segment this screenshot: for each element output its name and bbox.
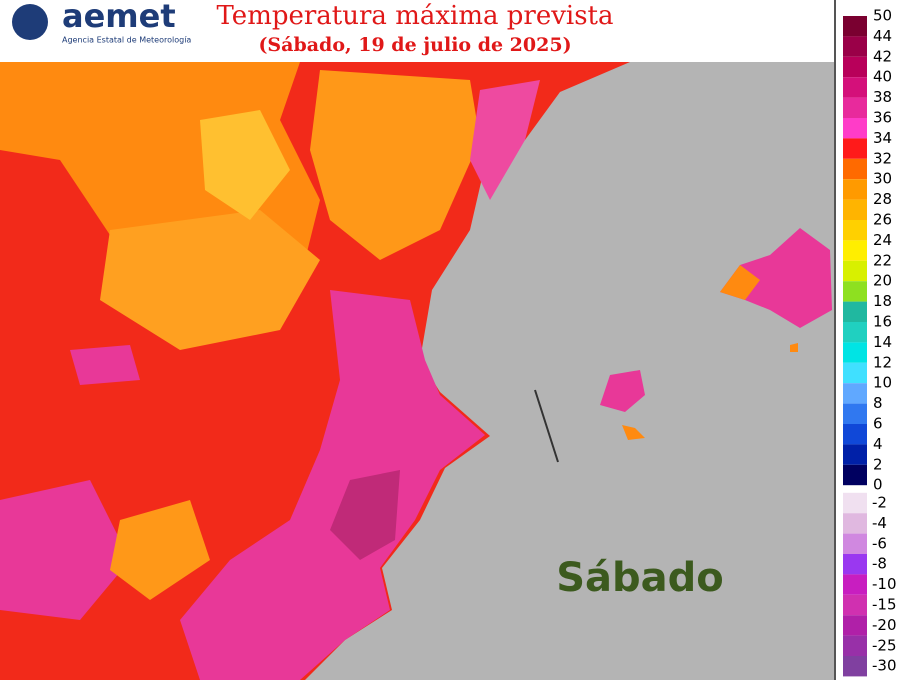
legend-label: 34 xyxy=(873,129,892,147)
legend-label: 40 xyxy=(873,68,892,86)
island xyxy=(790,343,798,352)
legend-label: 16 xyxy=(873,313,892,331)
island xyxy=(600,370,645,412)
legend-swatch xyxy=(843,138,867,159)
legend-label: -15 xyxy=(872,596,897,614)
logo-icon xyxy=(12,4,48,40)
legend: 5044424038363432302826242220181614121086… xyxy=(843,7,897,677)
legend-label: -4 xyxy=(872,514,887,532)
legend-label: 32 xyxy=(873,149,892,167)
very-hot-zone xyxy=(70,345,140,385)
legend-swatch xyxy=(843,56,867,78)
legend-swatch xyxy=(843,635,867,656)
legend-label: 44 xyxy=(873,27,892,45)
legend-label: 20 xyxy=(873,272,892,290)
legend-swatch xyxy=(843,118,867,139)
legend-swatch xyxy=(843,240,867,261)
hot-zone xyxy=(200,110,290,220)
legend-label: 28 xyxy=(873,190,892,208)
warm-zone xyxy=(100,210,320,350)
legend-label: 8 xyxy=(873,394,883,412)
legend-swatch xyxy=(843,77,867,98)
legend-label: 36 xyxy=(873,109,892,127)
legend-label: -10 xyxy=(872,575,897,593)
extreme-zone xyxy=(330,470,400,560)
legend-swatch xyxy=(843,179,867,200)
map: Sábado xyxy=(0,62,834,680)
legend-swatch xyxy=(843,492,867,514)
legend-swatch xyxy=(843,424,867,445)
legend-swatch xyxy=(843,383,867,404)
very-hot-zone xyxy=(0,480,130,620)
legend-label: 24 xyxy=(873,231,892,249)
legend-swatch xyxy=(843,342,867,363)
legend-label: 18 xyxy=(873,292,892,310)
legend-swatch xyxy=(843,513,867,534)
legend-label: 14 xyxy=(873,333,892,351)
legend-swatch xyxy=(843,464,867,486)
legend-swatch xyxy=(843,615,867,636)
legend-swatch xyxy=(843,16,867,37)
legend-swatch xyxy=(843,594,867,616)
title: Temperatura máxima prevista xyxy=(216,1,613,31)
legend-label: 12 xyxy=(873,353,892,371)
subtitle: (Sábado, 19 de julio de 2025) xyxy=(258,34,571,56)
legend-swatch xyxy=(843,281,867,302)
legend-label: 2 xyxy=(873,455,883,473)
legend-swatch xyxy=(843,199,867,220)
legend-label: 0 xyxy=(873,476,883,494)
warm-zone xyxy=(310,70,480,260)
legend-label: -25 xyxy=(872,636,897,654)
legend-swatch xyxy=(843,301,867,322)
island xyxy=(720,228,832,328)
island xyxy=(622,425,645,440)
legend-swatch xyxy=(843,656,867,677)
legend-label: 26 xyxy=(873,211,892,229)
legend-swatch xyxy=(843,533,867,554)
legend-label: 42 xyxy=(873,47,892,65)
legend-swatch xyxy=(843,574,867,595)
legend-label: -2 xyxy=(872,494,887,512)
very-hot-zone xyxy=(470,80,540,200)
legend-label: -8 xyxy=(872,555,887,573)
warm-zone xyxy=(110,500,210,600)
legend-swatch xyxy=(843,220,867,241)
day-label: Sábado xyxy=(556,555,724,601)
legend-swatch xyxy=(843,322,867,343)
header xyxy=(0,0,834,62)
agency: Agencia Estatal de Meteorología xyxy=(62,36,191,45)
very-hot-zone xyxy=(180,290,485,680)
legend-swatch xyxy=(843,362,867,384)
legend-label: -30 xyxy=(872,657,897,675)
legend-label: 6 xyxy=(873,415,883,433)
legend-label: -6 xyxy=(872,534,887,552)
legend-swatch xyxy=(843,554,867,575)
legend-swatch xyxy=(843,260,867,282)
legend-swatch xyxy=(843,444,867,465)
legend-label: 50 xyxy=(873,7,892,25)
legend-label: 4 xyxy=(873,435,883,453)
legend-swatch xyxy=(843,97,867,118)
legend-label: 30 xyxy=(873,170,892,188)
legend-label: 10 xyxy=(873,374,892,392)
legend-swatch xyxy=(843,36,867,57)
legend-label: 22 xyxy=(873,251,892,269)
legend-swatch xyxy=(843,403,867,424)
legend-swatch xyxy=(843,158,867,180)
legend-label: -20 xyxy=(872,616,897,634)
logo-text: aemet xyxy=(62,0,176,35)
map-line xyxy=(534,389,559,463)
island xyxy=(720,265,760,300)
legend-label: 38 xyxy=(873,88,892,106)
